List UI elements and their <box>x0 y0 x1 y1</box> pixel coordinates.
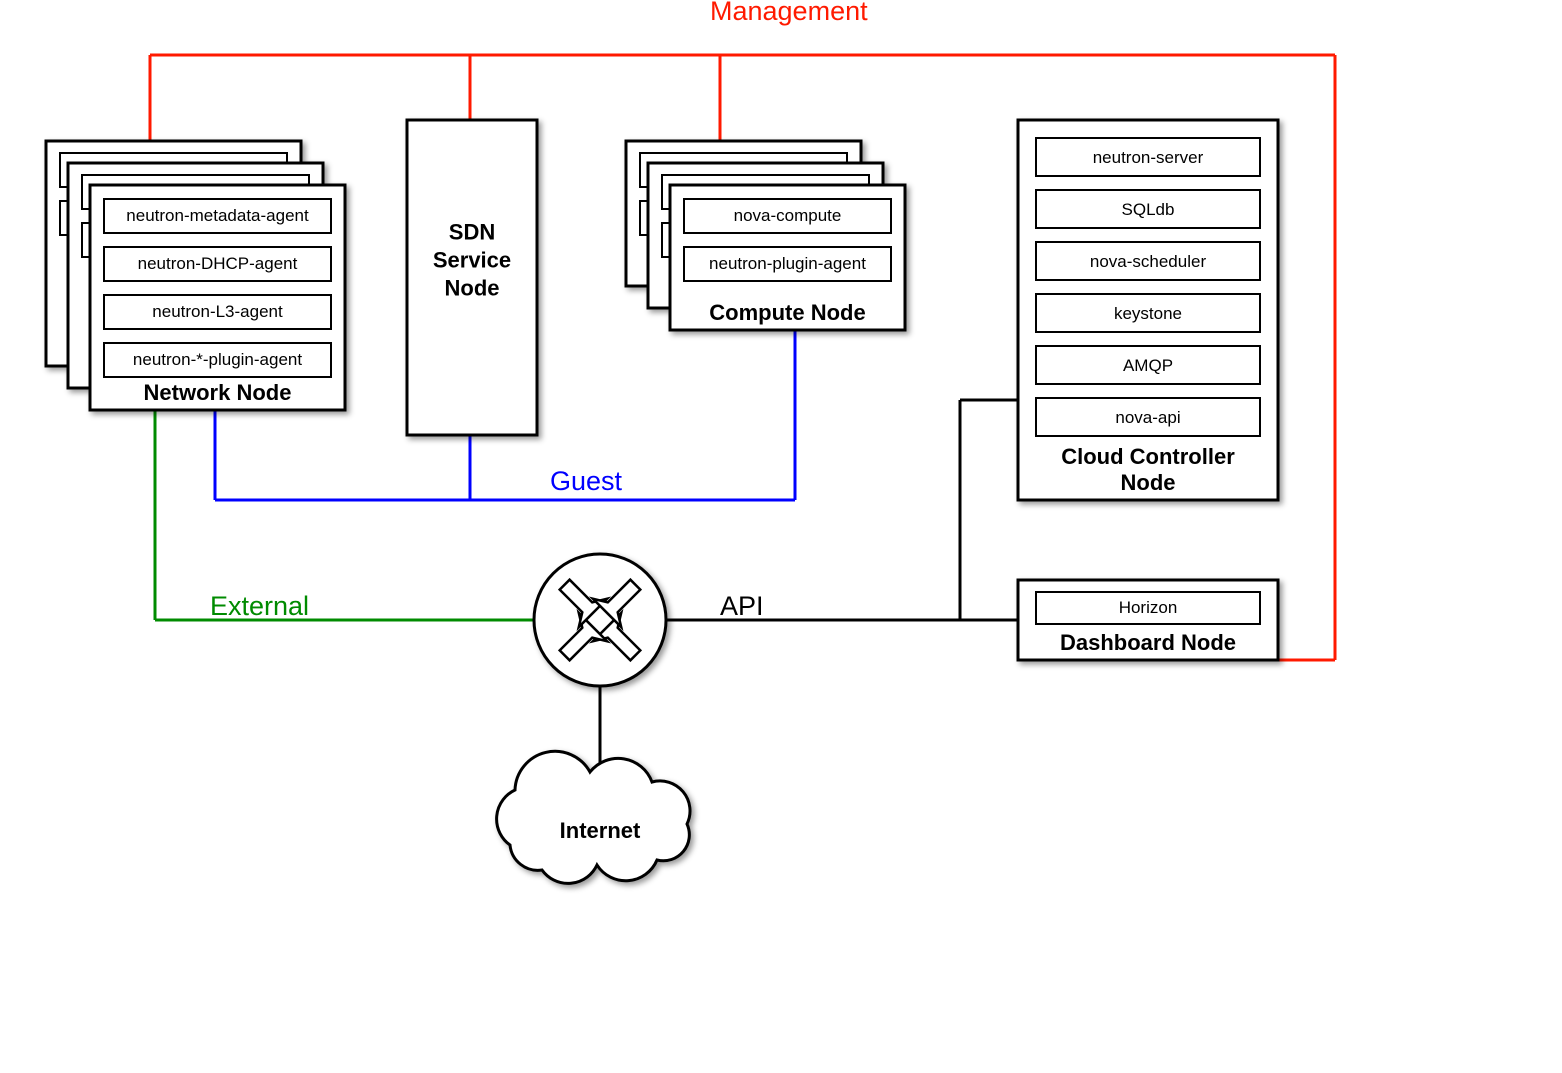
controller-title: Node <box>1121 470 1176 495</box>
compute-item-label: nova-compute <box>734 206 842 225</box>
compute-title: Compute Node <box>709 300 865 325</box>
network-item-label: neutron-*-plugin-agent <box>133 350 302 369</box>
sdn-title: SDN <box>449 220 495 245</box>
controller-item-label: SQLdb <box>1122 200 1175 219</box>
sdn-node: SDN Service Node <box>407 120 537 435</box>
network-label-guest: Guest <box>550 466 623 496</box>
network-label-external: External <box>210 591 309 621</box>
controller-item-label: neutron-server <box>1093 148 1204 167</box>
dashboard-item-label: Horizon <box>1119 598 1178 617</box>
controller-item-label: nova-scheduler <box>1090 252 1207 271</box>
compute-item-label: neutron-plugin-agent <box>709 254 866 273</box>
dashboard-title: Dashboard Node <box>1060 630 1236 655</box>
network-title: Network Node <box>144 380 292 405</box>
compute-node: nova-computeneutron-plugin-agentnova-com… <box>626 141 905 330</box>
network-item-label: neutron-L3-agent <box>152 302 283 321</box>
network-item-label: neutron-metadata-agent <box>126 206 309 225</box>
dashboard-node: Horizon Dashboard Node <box>1018 580 1278 660</box>
network-node: neutron-metadata-agent neutron-DHCP-agent… <box>46 141 345 410</box>
router-icon <box>534 554 666 686</box>
sdn-title: Service <box>433 248 511 273</box>
controller-node: neutron-server SQLdb nova-scheduler keyston… <box>1018 120 1278 500</box>
sdn-title: Node <box>445 276 500 301</box>
controller-item-label: AMQP <box>1123 356 1173 375</box>
network-label-api: API <box>720 591 764 621</box>
controller-title: Cloud Controller <box>1061 444 1235 469</box>
network-item-label: neutron-DHCP-agent <box>138 254 298 273</box>
controller-item-label: nova-api <box>1115 408 1180 427</box>
internet-label: Internet <box>560 818 641 843</box>
internet-cloud: Internet <box>497 751 690 883</box>
network-label-management: Management <box>710 0 868 26</box>
controller-item-label: keystone <box>1114 304 1182 323</box>
